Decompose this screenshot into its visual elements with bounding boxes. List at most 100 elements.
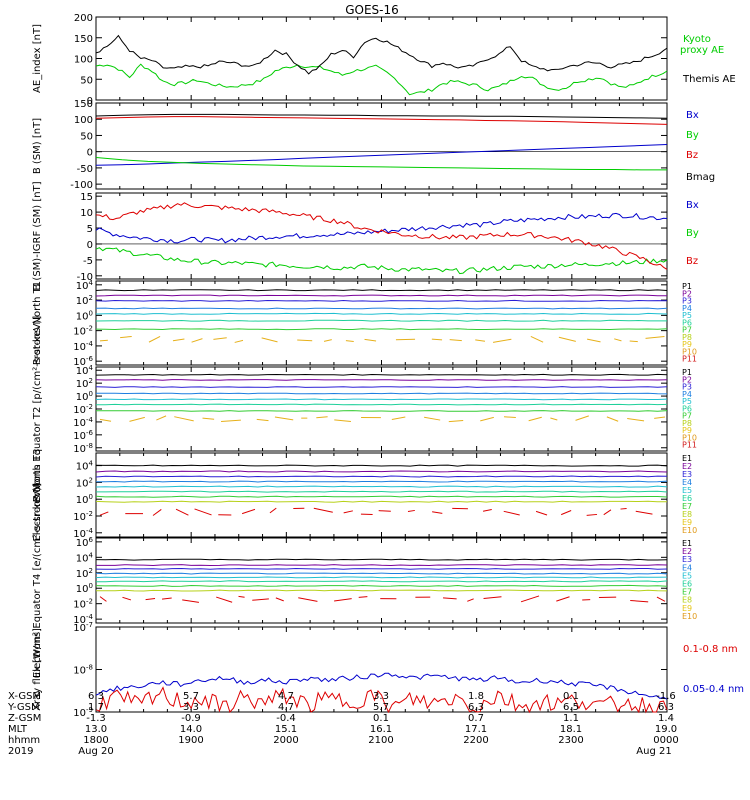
- y-tick-label-7-0: 10-7: [73, 621, 93, 634]
- axis-value-0-5: 0.1: [563, 691, 579, 702]
- level-segment-4: [424, 416, 441, 421]
- y-tick-label-1-2: 50: [80, 131, 93, 142]
- legend-kyoto-2: proxy AE: [680, 45, 724, 56]
- level-line-5-0: [95, 464, 668, 467]
- legend-4-7: P8: [682, 419, 692, 428]
- level-line-5-6: [95, 495, 668, 498]
- level-line-6-6: [95, 584, 668, 587]
- legend-kyoto-1: Kyoto: [683, 34, 711, 45]
- axis-value-3-2: 15.1: [275, 724, 297, 735]
- level-segment-6: [443, 597, 457, 600]
- level-segment-3: [297, 339, 313, 342]
- y-axis-label-4: Protons Equator T2 [p/(cm²-s-sr-keV)]: [32, 316, 43, 503]
- level-line-6-2: [95, 567, 668, 570]
- y-tick-label-2-3: 0: [87, 240, 93, 251]
- legend-5-7: E8: [682, 510, 692, 519]
- panel-frame-3: [95, 280, 668, 366]
- level-segment-4: [391, 416, 406, 421]
- level-line-4-5: [95, 403, 668, 406]
- axis-value-4-2: 2000: [273, 735, 298, 746]
- level-line-5-3: [95, 480, 668, 483]
- axis-value-0-4: 1.8: [468, 691, 484, 702]
- axis-value-3-5: 18.1: [560, 724, 582, 735]
- level-segment-4: [274, 416, 294, 421]
- legend-6-7: E8: [682, 596, 692, 605]
- axis-value-3-4: 17.1: [465, 724, 487, 735]
- level-line-4-3: [96, 392, 668, 395]
- y-tick-label-7-2: 10-9: [73, 706, 93, 719]
- level-segment-5: [603, 509, 612, 516]
- y-tick-label-6-5: 10-4: [73, 613, 93, 626]
- level-segment-4: [528, 416, 542, 422]
- level-segment-5: [620, 507, 627, 510]
- y-tick-label-6-0: 106: [76, 536, 94, 549]
- level-line-3-5: [95, 319, 667, 322]
- y-tick-label-0-4: 0: [87, 96, 93, 107]
- legend-3-8: P9: [682, 340, 692, 349]
- level-segment-3: [645, 335, 665, 339]
- y-tick-label-3-5: 10-6: [73, 355, 93, 368]
- y-tick-label-4-5: 10-6: [73, 429, 93, 442]
- level-segment-4: [174, 416, 194, 422]
- level-line-5-7: [95, 500, 668, 503]
- legend-2-2: Bz: [686, 256, 698, 267]
- legend-themis: Themis AE: [682, 74, 736, 85]
- level-segment-5: [269, 507, 277, 514]
- level-segment-4: [202, 417, 215, 420]
- y-tick-label-4-3: 10-2: [73, 403, 93, 416]
- level-segment-5: [407, 509, 415, 513]
- level-segment-3: [99, 339, 108, 342]
- level-segment-3: [364, 338, 377, 342]
- y-axis-label-6: Electrons Equator T4 [e/(cm²-s-sr-keV)]: [32, 483, 43, 678]
- level-segment-5: [99, 511, 109, 516]
- series-line-0-1: [95, 34, 668, 75]
- level-segment-6: [99, 596, 107, 602]
- level-segment-4: [316, 416, 328, 419]
- legend-3-9: P10: [682, 347, 697, 356]
- legend-5-9: E10: [682, 526, 697, 535]
- y-tick-label-4-4: 10-4: [73, 416, 93, 429]
- level-segment-3: [345, 340, 354, 342]
- y-tick-label-3-1: 102: [76, 294, 93, 307]
- y-axis-label-0: AE_index [nT]: [32, 24, 43, 93]
- series-line-1-1: [95, 157, 667, 171]
- row-label-y-gsm: Y-GSM: [7, 702, 40, 713]
- series-line-1-3: [95, 113, 668, 119]
- level-segment-3: [234, 339, 244, 343]
- axis-value-0-6: -1.6: [656, 691, 676, 702]
- legend-3-3: P4: [682, 304, 692, 313]
- legend-3-4: P5: [682, 311, 692, 320]
- end-date-label: Aug 21: [636, 746, 671, 757]
- legend-6-8: E9: [682, 604, 692, 613]
- level-line-4-0: [95, 373, 668, 376]
- series-line-1-0: [95, 144, 668, 166]
- legend-3-1: P2: [682, 289, 692, 298]
- start-date-label: Aug 20: [78, 746, 113, 757]
- legend-4-5: P6: [682, 404, 692, 413]
- axis-value-4-5: 2300: [558, 735, 583, 746]
- axis-value-1-3: 5.7: [373, 702, 389, 713]
- legend-4-0: P1: [682, 368, 692, 377]
- y-tick-label-6-4: 10-2: [73, 598, 93, 611]
- level-segment-4: [221, 419, 241, 423]
- axis-value-4-0: 1800: [83, 735, 108, 746]
- level-segment-3: [629, 340, 638, 343]
- axis-value-3-1: 14.0: [180, 724, 202, 735]
- legend-4-8: P9: [682, 426, 692, 435]
- legend-5-1: E2: [682, 462, 692, 471]
- legend-xray-short: 0.05-0.4 nm: [683, 684, 744, 695]
- axis-value-1-5: 6.5: [563, 702, 579, 713]
- axis-value-1-2: 4.7: [278, 702, 294, 713]
- level-segment-5: [343, 510, 353, 514]
- axis-value-4-3: 2100: [368, 735, 393, 746]
- level-segment-4: [99, 418, 112, 422]
- level-segment-4: [334, 419, 351, 422]
- axis-value-4-6: 0000: [653, 735, 678, 746]
- y-axis-label-1: B (SM) [nT]: [32, 118, 43, 174]
- y-tick-label-2-4: -5: [83, 256, 93, 267]
- axis-value-2-4: 0.7: [468, 713, 484, 724]
- legend-4-10: P11: [682, 441, 697, 450]
- y-tick-label-2-5: -10: [77, 272, 93, 283]
